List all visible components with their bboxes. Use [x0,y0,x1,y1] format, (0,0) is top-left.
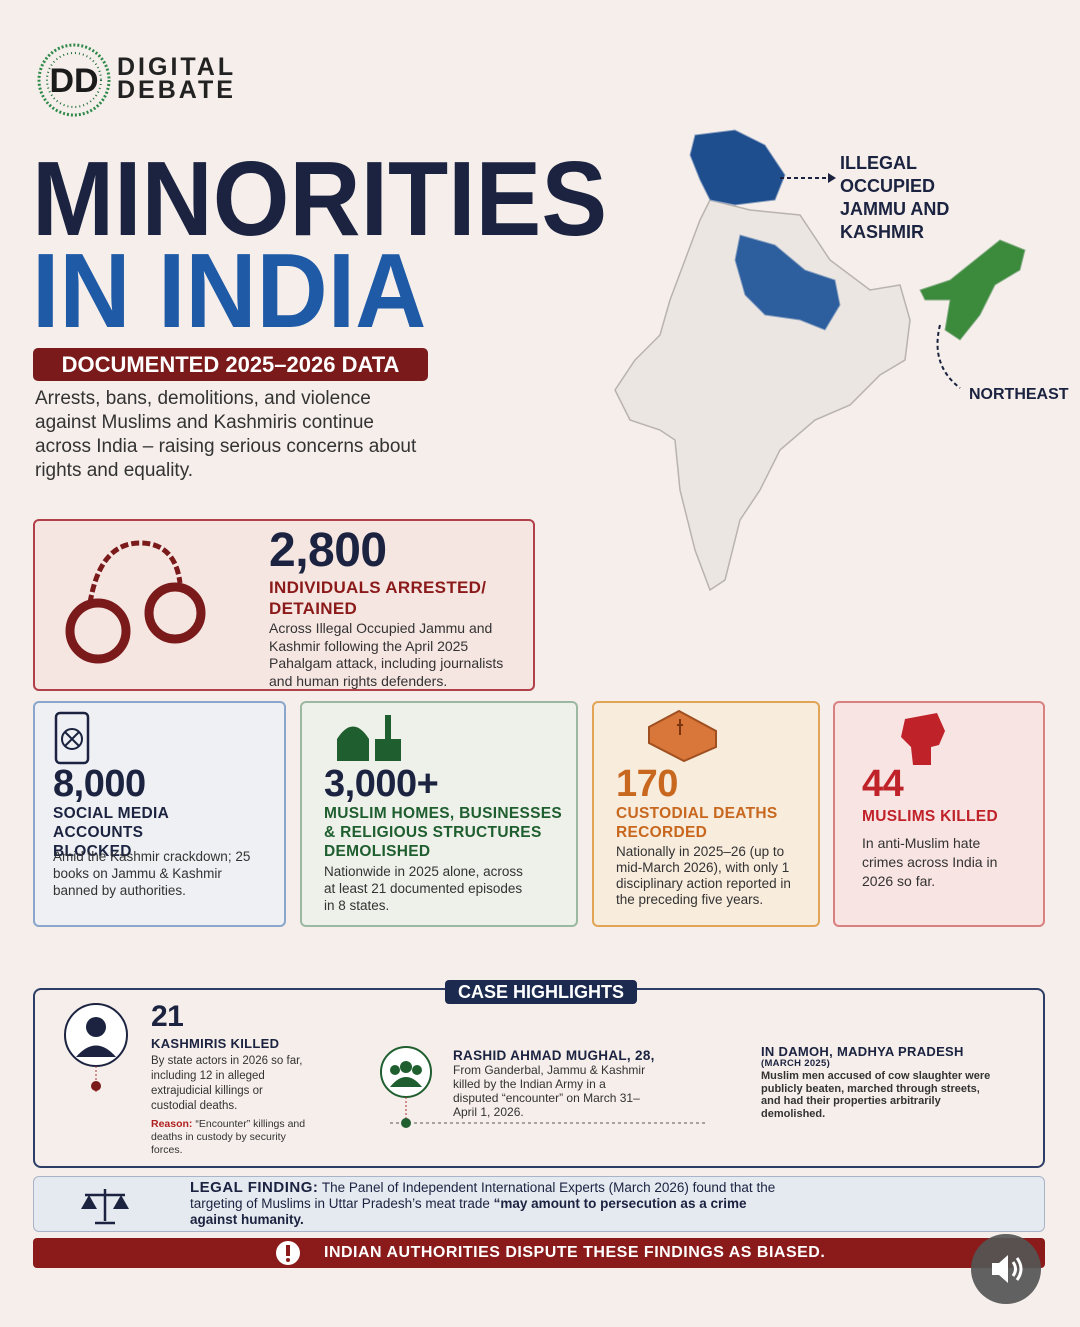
stat-text: Across Illegal Occupied Jammu and Kashmi… [269,620,504,689]
legal-body: The Panel of Independent International E… [190,1180,776,1211]
case-label: KASHMIRIS KILLED [151,1036,280,1051]
stat-card: 2,800 INDIVIDUALS ARRESTED/ DETAINED Acr… [33,519,535,691]
map-kashmir [689,129,786,206]
stat-label: INDIVIDUALS ARRESTED/ DETAINED [269,578,487,618]
person-icon [64,1003,128,1092]
stat-number: 3,000+ [324,763,439,805]
stat-card: 8,000 SOCIAL MEDIA ACCOUNTS BLOCKED Amid… [33,701,286,927]
stat-label: CUSTODIAL DEATHS RECORDED [616,805,778,841]
legal-quote: “may amount to persecution as a crime ag… [190,1196,747,1227]
case-highlights: 21 KASHMIRIS KILLED By state actors in 2… [33,988,1045,1168]
case-text: By state actors in 2026 so far, includin… [151,1055,303,1112]
reason-text: “Encounter” killings and deaths in custo… [151,1118,306,1156]
title: MINORITIES [32,140,608,258]
intro: Arrests, bans, demolitions, and violence… [35,388,417,481]
legal-label: LEGAL FINDING: [190,1179,319,1196]
stat-number: 44 [862,763,904,805]
svg-text:DD: DD [49,62,98,100]
sound-button[interactable] [970,1233,1042,1305]
legal-finding: LEGAL FINDING: The Panel of Independent … [33,1176,1045,1232]
reason-label: Reason: [151,1118,193,1130]
group-icon [380,1046,708,1128]
coffin-icon [648,709,717,763]
phone-icon [54,711,90,765]
logo-line: DEBATE [117,76,236,104]
badge: DOCUMENTED 2025–2026 DATA [33,348,428,381]
stat-card: 3,000+ MUSLIM HOMES, BUSINESSES & RELIGI… [300,701,578,927]
map-label: NORTHEAST [969,386,1069,403]
case-name: RASHID AHMAD MUGHAL, 28, [453,1048,655,1063]
logo-mark: DD [37,43,111,117]
case-date: (MARCH 2025) [761,1058,831,1069]
handcuffs-icon [65,540,206,664]
fist-icon [901,713,945,765]
section-title: CASE HIGHLIGHTS [445,980,637,1004]
case-text: From Ganderbal, Jammu & Kashmir killed b… [453,1063,646,1119]
scales-icon [81,1189,129,1225]
case-reason: Reason: “Encounter” killings and deaths … [151,1118,311,1157]
stat-number: 170 [616,763,678,805]
stat-text: Nationwide in 2025 alone, across at leas… [324,864,523,913]
case-title: IN DAMOH, MADHYA PRADESH [761,1044,964,1059]
stat-text: Nationally in 2025–26 (up to mid-March 2… [616,844,791,907]
stat-label: MUSLIM HOMES, BUSINESSES & RELIGIOUS STR… [324,805,563,860]
stat-number: 8,000 [53,763,146,805]
stat-card: 170 CUSTODIAL DEATHS RECORDED Nationally… [592,701,820,927]
legal-text: LEGAL FINDING: The Panel of Independent … [190,1180,790,1228]
stat-text: In anti-Muslim hate crimes across India … [862,835,998,889]
title: IN INDIA [32,232,427,350]
case-text: Muslim men accused of cow slaughter were… [761,1070,991,1120]
case-number: 21 [151,1000,184,1033]
map-label: ILLEGAL OCCUPIED JAMMU AND KASHMIR [840,153,950,242]
logo-line: DIGITAL [117,53,237,81]
logo-text: DIGITAL DEBATE [117,53,237,104]
stat-number: 2,800 [269,524,387,577]
stat-label: SOCIAL MEDIA ACCOUNTS BLOCKED [53,805,169,860]
alert-text: INDIAN AUTHORITIES DISPUTE THESE FINDING… [324,1244,826,1261]
alert-icon [276,1241,300,1265]
mosque-icon [337,715,401,761]
alert-bar: INDIAN AUTHORITIES DISPUTE THESE FINDING… [33,1238,1045,1268]
stat-label: MUSLIMS KILLED [862,808,998,825]
map-northeast [919,239,1026,341]
stat-text: Amid the Kashmir crackdown; 25 books on … [53,849,251,898]
stat-card: 44 MUSLIMS KILLED In anti-Muslim hate cr… [833,701,1045,927]
map-up [734,234,841,331]
map [614,129,1026,592]
